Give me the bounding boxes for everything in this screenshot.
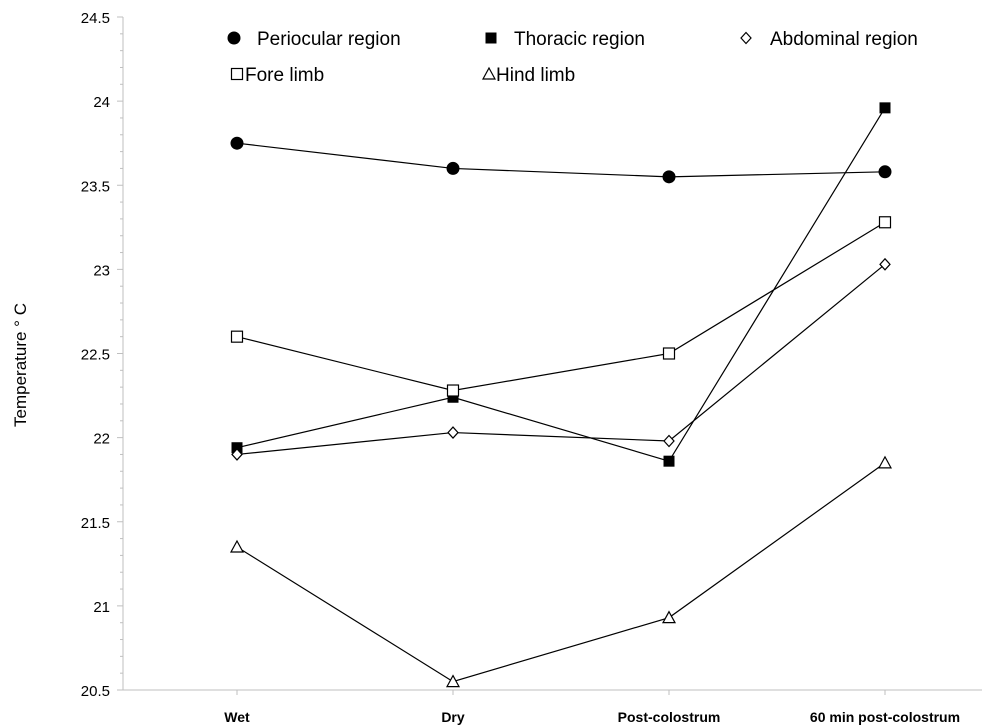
x-tick-label: Post-colostrum [618, 709, 721, 725]
data-point [878, 216, 892, 229]
y-tick-label: 24.5 [81, 10, 110, 27]
data-point [230, 136, 244, 150]
legend-label: Thoracic region [514, 29, 645, 50]
legend-marker [740, 31, 752, 45]
series-abdominal-region [236, 263, 886, 456]
legend-label: Hind limb [496, 65, 575, 86]
y-tick-label: 21.5 [81, 515, 110, 532]
data-point [662, 347, 676, 360]
markers-hind-limb [229, 455, 893, 688]
legend-marker [227, 31, 241, 45]
data-point [230, 330, 244, 343]
y-tick-label: 24 [93, 94, 110, 111]
series-thoracic-region [236, 107, 886, 462]
data-point [663, 455, 675, 467]
legend-label: Fore limb [245, 65, 324, 86]
axes: 20.5 21 21.5 22 22.5 23 23.5 24 24.5 Wet Dry Post-c… [81, 10, 982, 725]
series-line [236, 462, 886, 683]
y-tick-label: 23 [93, 262, 110, 279]
legend-entry: Fore limb [230, 65, 324, 86]
y-axis-title: Temperature ° C [11, 303, 30, 427]
markers-fore-limb [230, 216, 892, 397]
legend: Periocular region Thoracic region Abdomina… [227, 29, 918, 86]
data-point [446, 161, 460, 175]
data-point [879, 102, 891, 114]
y-tick-label: 22 [93, 431, 110, 448]
legend-entry: Periocular region [227, 29, 401, 50]
data-point [447, 426, 459, 439]
legend-label: Periocular region [257, 29, 401, 50]
legend-entry: Hind limb [481, 65, 575, 86]
data-point [879, 257, 891, 271]
legend-marker [485, 32, 497, 44]
series-periocular-region [236, 142, 886, 178]
markers-thoracic-region [231, 102, 891, 467]
legend-marker [481, 66, 497, 80]
series-fore-limb [236, 221, 886, 392]
x-tick-label: 60 min post-colostrum [810, 709, 960, 725]
series-line [236, 142, 886, 178]
markers-periocular-region [230, 136, 892, 184]
markers-abdominal-region [231, 257, 891, 461]
y-tick-label: 22.5 [81, 347, 110, 364]
data-point [231, 448, 243, 461]
data-point [663, 434, 675, 448]
data-point [878, 165, 892, 179]
series-line [236, 263, 886, 456]
series-hind-limb [236, 462, 886, 683]
legend-marker [230, 67, 244, 81]
y-tick-label: 23.5 [81, 178, 110, 195]
legend-label: Abdominal region [770, 29, 918, 50]
series-layer [229, 102, 893, 688]
data-point [877, 455, 893, 469]
data-point [446, 384, 460, 397]
x-tick-label: Dry [441, 709, 465, 725]
y-tick-label: 20.5 [81, 683, 110, 700]
x-tick-label: Wet [224, 709, 250, 725]
data-point [445, 674, 461, 688]
series-line [236, 221, 886, 392]
legend-entry: Abdominal region [740, 29, 918, 50]
data-point [661, 610, 677, 624]
series-line [236, 107, 886, 462]
legend-entry: Thoracic region [485, 29, 645, 50]
y-tick-label: 21 [93, 599, 110, 616]
data-point [229, 539, 245, 553]
data-point [662, 170, 676, 184]
